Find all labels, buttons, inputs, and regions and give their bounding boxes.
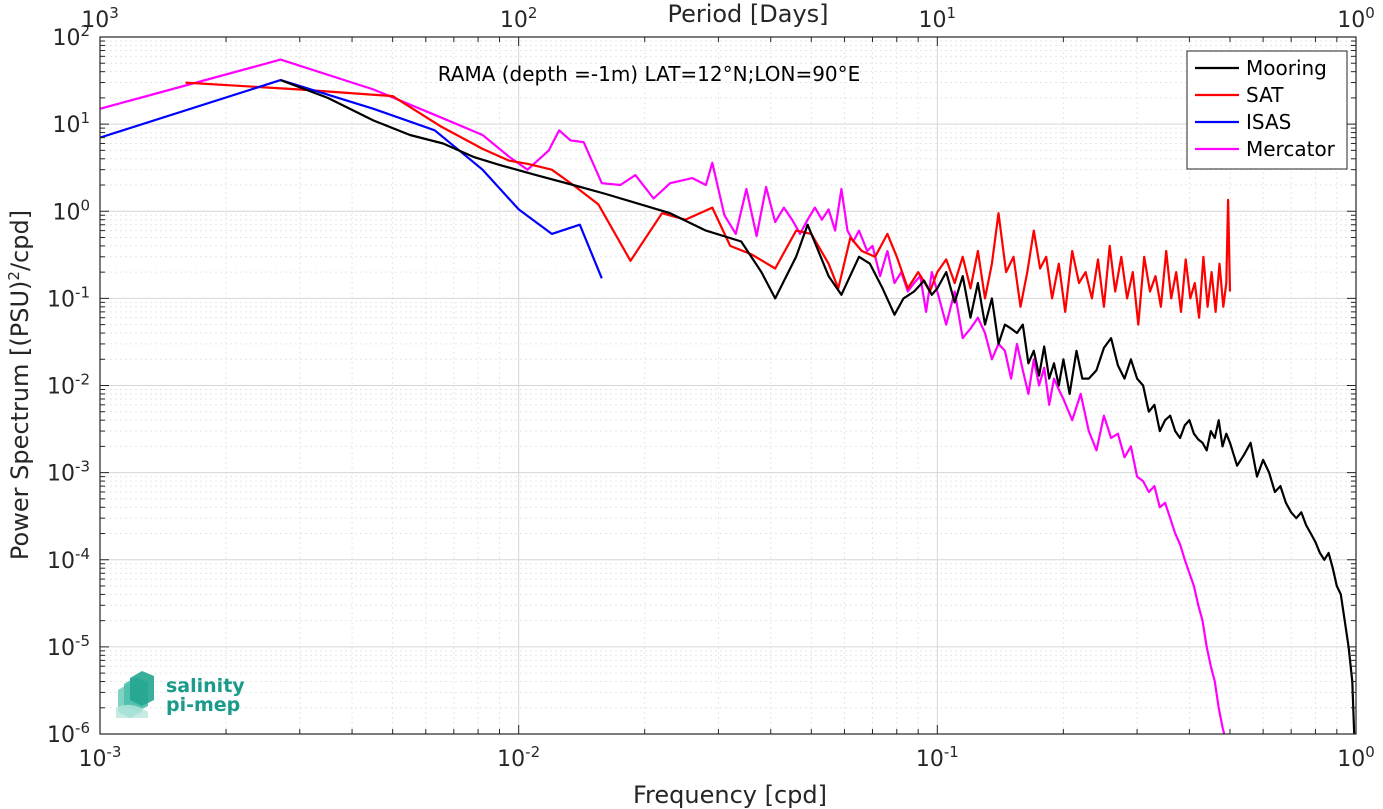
legend: Mooring SAT ISAS Mercator [1186, 50, 1348, 170]
salinity-pimep-logo: salinity pi-mep [116, 671, 245, 718]
x-tick-label: 10-2 [497, 743, 540, 772]
y-tick-label: 102 [52, 22, 90, 51]
y-tick-label: 10-2 [47, 371, 90, 400]
y-tick-label: 10-3 [47, 458, 90, 487]
series-line-isas [100, 79, 603, 279]
y-tick-label: 10-4 [47, 545, 90, 574]
top-tick-label: 100 [1337, 4, 1375, 33]
top-tick-label: 102 [500, 4, 538, 33]
series-line-mooring [280, 79, 1356, 734]
y-tick-label: 101 [52, 109, 90, 138]
logo-line2: pi-mep [166, 694, 240, 716]
legend-label-mercator: Mercator [1246, 137, 1336, 161]
x-tick-label: 100 [1337, 743, 1375, 772]
station-annotation: RAMA (depth =-1m) LAT=12°N;LON=90°E [438, 62, 861, 86]
logo-line1: salinity [166, 675, 245, 697]
y-tick-label: 10-6 [47, 719, 90, 748]
x-tick-label: 10-3 [79, 743, 122, 772]
y-axis-label-main: Power Spectrum [(PSU) [6, 281, 34, 560]
y-axis-label-tail: /cpd] [6, 210, 34, 271]
y-axis-label: Power Spectrum [(PSU)2/cpd] [5, 210, 34, 560]
top-tick-label: 101 [919, 4, 957, 33]
legend-label-sat: SAT [1246, 83, 1284, 107]
axis-ticks [99, 37, 1356, 735]
top-tick-label: 103 [81, 4, 119, 33]
top-axis-label: Period [Days] [667, 0, 828, 28]
legend-label-isas: ISAS [1246, 110, 1291, 134]
series-line-mercator [100, 58, 1226, 734]
y-axis-label-sup: 2 [5, 271, 23, 281]
logo-icon [116, 671, 154, 718]
x-axis-label: Frequency [cpd] [633, 781, 827, 809]
y-tick-label: 10-5 [47, 632, 90, 661]
y-tick-label: 100 [52, 196, 90, 225]
x-tick-label: 10-1 [916, 743, 959, 772]
legend-label-mooring: Mooring [1246, 56, 1327, 80]
y-tick-label: 10-1 [47, 283, 90, 312]
series-line-sat [185, 81, 1232, 326]
